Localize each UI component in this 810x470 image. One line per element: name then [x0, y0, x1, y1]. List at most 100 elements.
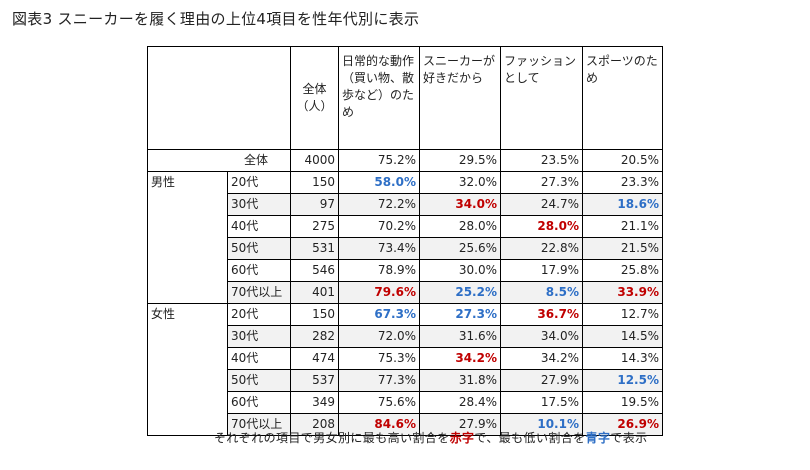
footnote: それぞれの項目で男女別に最も高い割合を赤字で、最も低い割合を青字で表示: [214, 429, 648, 446]
respondent-count: 282: [290, 325, 339, 348]
table-row: 70代以上 401 79.6% 25.2% 8.5% 33.9%: [148, 281, 663, 304]
percentage-cell: 28.0%: [419, 215, 501, 238]
percentage-cell: 72.2%: [338, 193, 420, 216]
table-body: 全体（人） 日常的な動作（買い物、散歩など）のため スニーカーが好きだから ファ…: [147, 46, 663, 436]
percentage-cell: 70.2%: [338, 215, 420, 238]
percentage-cell: 27.9%: [500, 369, 583, 392]
survey-table: 全体（人） 日常的な動作（買い物、散歩など）のため スニーカーが好きだから ファ…: [147, 46, 663, 436]
percentage-cell: 28.0%: [500, 215, 583, 238]
percentage-cell: 36.7%: [500, 303, 583, 326]
overall-value: 20.5%: [582, 149, 663, 172]
percentage-cell: 34.0%: [500, 325, 583, 348]
age-label: 70代以上: [227, 281, 291, 304]
overall-label: 全体: [147, 149, 291, 172]
note-text: で表示: [610, 431, 648, 445]
overall-row: 全体 4000 75.2% 29.5% 23.5% 20.5%: [147, 149, 663, 172]
percentage-cell: 17.9%: [500, 259, 583, 282]
age-label: 20代: [227, 303, 291, 326]
age-label: 40代: [227, 347, 291, 370]
age-label: 70代以上: [227, 413, 291, 436]
respondent-count: 97: [290, 193, 339, 216]
gender-label: 女性: [147, 303, 228, 436]
respondent-count: 349: [290, 391, 339, 414]
respondent-count: 275: [290, 215, 339, 238]
overall-value: 29.5%: [419, 149, 501, 172]
percentage-cell: 75.3%: [338, 347, 420, 370]
respondent-count: 150: [290, 303, 339, 326]
gender-label: 男性: [147, 171, 228, 304]
percentage-cell: 32.0%: [419, 171, 501, 194]
percentage-cell: 73.4%: [338, 237, 420, 260]
age-label: 40代: [227, 215, 291, 238]
overall-n: 4000: [290, 149, 339, 172]
respondent-count: 150: [290, 171, 339, 194]
respondent-count: 546: [290, 259, 339, 282]
header-col-like: スニーカーが好きだから: [419, 46, 501, 150]
percentage-cell: 78.9%: [338, 259, 420, 282]
percentage-cell: 22.8%: [500, 237, 583, 260]
percentage-cell: 18.6%: [582, 193, 663, 216]
percentage-cell: 8.5%: [500, 281, 583, 304]
header-col-daily: 日常的な動作（買い物、散歩など）のため: [338, 46, 420, 150]
overall-value: 23.5%: [500, 149, 583, 172]
percentage-cell: 25.8%: [582, 259, 663, 282]
overall-value: 75.2%: [338, 149, 420, 172]
percentage-cell: 14.5%: [582, 325, 663, 348]
percentage-cell: 84.6%: [338, 413, 420, 436]
age-label: 30代: [227, 193, 291, 216]
age-label: 50代: [227, 237, 291, 260]
header-col-fashion: ファッションとして: [500, 46, 583, 150]
percentage-cell: 34.0%: [419, 193, 501, 216]
percentage-cell: 58.0%: [338, 171, 420, 194]
percentage-cell: 75.6%: [338, 391, 420, 414]
percentage-cell: 19.5%: [582, 391, 663, 414]
respondent-count: 531: [290, 237, 339, 260]
percentage-cell: 77.3%: [338, 369, 420, 392]
header-total: 全体（人）: [290, 46, 339, 150]
percentage-cell: 14.3%: [582, 347, 663, 370]
note-text: それぞれの項目で男女別に最も高い割合を: [214, 431, 450, 445]
age-label: 30代: [227, 325, 291, 348]
percentage-cell: 28.4%: [419, 391, 501, 414]
percentage-cell: 72.0%: [338, 325, 420, 348]
percentage-cell: 25.6%: [419, 237, 501, 260]
age-label: 20代: [227, 171, 291, 194]
note-red-word: 赤字: [449, 431, 475, 445]
table-row: 男性 20代 150 58.0% 32.0% 27.3% 23.3%: [147, 171, 663, 304]
table-row: 60代 349 75.6% 28.4% 17.5% 19.5%: [148, 391, 663, 414]
header-blank: [147, 46, 291, 150]
respondent-count: 474: [290, 347, 339, 370]
respondent-count: 537: [290, 369, 339, 392]
percentage-cell: 25.2%: [419, 281, 501, 304]
percentage-cell: 21.5%: [582, 237, 663, 260]
percentage-cell: 27.3%: [419, 303, 501, 326]
table-row: 30代 282 72.0% 31.6% 34.0% 14.5%: [148, 325, 663, 348]
table-row: 女性 20代 150 67.3% 27.3% 36.7% 12.7%: [147, 303, 663, 436]
percentage-cell: 30.0%: [419, 259, 501, 282]
age-label: 50代: [227, 369, 291, 392]
percentage-cell: 34.2%: [419, 347, 501, 370]
percentage-cell: 24.7%: [500, 193, 583, 216]
percentage-cell: 12.5%: [582, 369, 663, 392]
percentage-cell: 34.2%: [500, 347, 583, 370]
percentage-cell: 27.9%: [419, 413, 501, 436]
percentage-cell: 21.1%: [582, 215, 663, 238]
percentage-cell: 17.5%: [500, 391, 583, 414]
percentage-cell: 67.3%: [338, 303, 420, 326]
table-row: 50代 531 73.4% 25.6% 22.8% 21.5%: [148, 237, 663, 260]
percentage-cell: 23.3%: [582, 171, 663, 194]
age-label: 60代: [227, 259, 291, 282]
percentage-cell: 10.1%: [500, 413, 583, 436]
header-row: 全体（人） 日常的な動作（買い物、散歩など）のため スニーカーが好きだから ファ…: [147, 46, 663, 150]
header-col-sports: スポーツのため: [582, 46, 663, 150]
percentage-cell: 26.9%: [582, 413, 663, 436]
percentage-cell: 33.9%: [582, 281, 663, 304]
table-row: 70代以上 208 84.6% 27.9% 10.1% 26.9%: [148, 413, 663, 436]
figure-title: 図表3 スニーカーを履く理由の上位4項目を性年代別に表示: [12, 10, 420, 28]
table-row: 30代 97 72.2% 34.0% 24.7% 18.6%: [148, 193, 663, 216]
percentage-cell: 12.7%: [582, 303, 663, 326]
percentage-cell: 27.3%: [500, 171, 583, 194]
percentage-cell: 31.6%: [419, 325, 501, 348]
respondent-count: 401: [290, 281, 339, 304]
note-text: で、最も低い割合を: [474, 431, 586, 445]
